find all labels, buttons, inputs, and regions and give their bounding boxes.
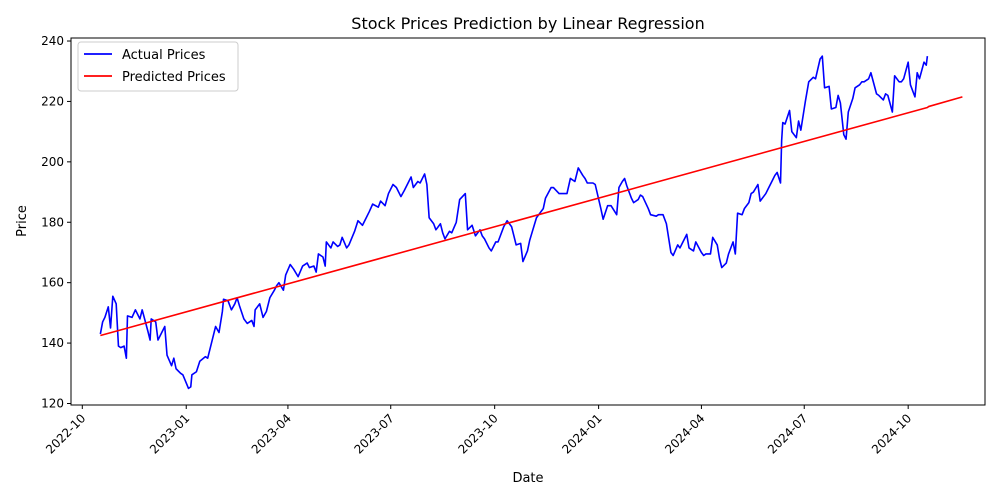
- y-axis-label: Price: [15, 205, 30, 237]
- legend-label-0: Actual Prices: [122, 48, 206, 63]
- y-tick-label: 120: [41, 396, 64, 410]
- x-axis: 2022-10 2023-01 2023-04 2023-07 2023-10 2024-…: [43, 405, 914, 457]
- x-tick-label: 2024-04: [662, 411, 707, 456]
- x-tick-label: 2023-07: [351, 411, 396, 456]
- y-tick-label: 160: [41, 276, 64, 290]
- x-tick-label: 2023-04: [249, 411, 294, 456]
- x-tick-label: 2024-07: [765, 411, 810, 456]
- x-tick-label: 2023-01: [147, 411, 192, 456]
- legend-label-1: Predicted Prices: [122, 70, 226, 85]
- legend-box: [77, 41, 239, 92]
- series-line-1: [100, 96, 963, 337]
- y-axis: 120 140 160 180 200 220 240: [41, 34, 71, 410]
- x-tick-label: 2023-10: [455, 411, 500, 456]
- x-tick-label: 2022-10: [43, 411, 88, 456]
- plot-frame: [70, 37, 986, 406]
- y-tick-label: 180: [41, 215, 64, 229]
- series-line-0: [99, 55, 929, 390]
- y-tick-label: 220: [41, 94, 64, 108]
- chart-title: Stock Prices Prediction by Linear Regres…: [351, 14, 704, 33]
- x-axis-label: Date: [512, 471, 543, 486]
- legend: Actual Prices Predicted Prices: [77, 41, 239, 92]
- x-tick-label: 2024-01: [559, 411, 604, 456]
- plot-area: [70, 37, 986, 406]
- y-tick-label: 200: [41, 155, 64, 169]
- y-tick-label: 140: [41, 336, 64, 350]
- series-layer: [99, 55, 963, 390]
- x-tick-label: 2024-10: [869, 411, 914, 456]
- y-tick-label: 240: [41, 34, 64, 48]
